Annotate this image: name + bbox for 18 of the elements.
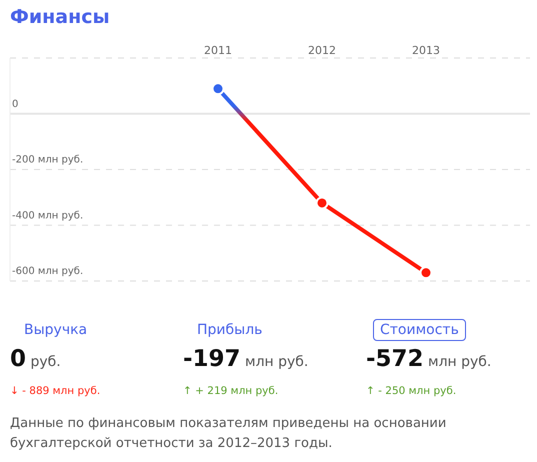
text: Прибыль: [196, 321, 264, 340]
chart-title: Финансы: [10, 6, 110, 28]
y-tick-label: -600 млн руб.: [12, 266, 84, 277]
y-tick-label: -400 млн руб.: [12, 210, 84, 222]
text: ↑ - 250 млн руб.: [366, 385, 456, 397]
text: Стоимость: [373, 319, 466, 341]
text: ↓ - 889 млн руб.: [10, 385, 100, 397]
x-tick-label: 2011: [204, 44, 232, 57]
text: 0 руб.: [10, 346, 61, 372]
text: Выручка: [23, 321, 88, 340]
text: ↑ + 219 млн руб.: [183, 385, 278, 397]
text: -197 млн руб.: [183, 346, 308, 372]
x-tick-label: 2012: [308, 44, 336, 57]
y-tick-label: -200 млн руб.: [12, 154, 84, 166]
y-tick-label: 0: [12, 98, 18, 110]
text: -572 млн руб.: [366, 346, 492, 372]
text: Данные по финансовым показателям приведены на основании бухгалтерской отчетности за 2012–2013 годы.: [10, 415, 448, 453]
x-tick-label: 2013: [412, 44, 440, 57]
